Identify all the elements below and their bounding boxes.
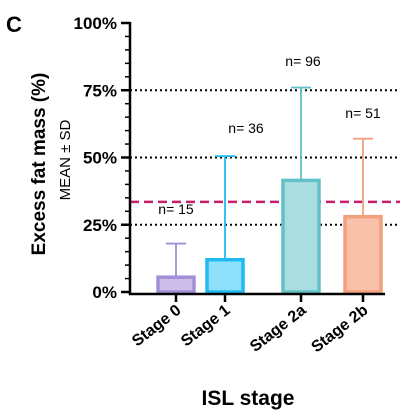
n-label: n= 51 bbox=[345, 105, 381, 121]
x-axis-label: ISL stage bbox=[202, 387, 295, 410]
y-tick-label: 25% bbox=[83, 216, 117, 235]
bar bbox=[205, 257, 245, 294]
bars bbox=[156, 178, 383, 294]
panel-label: C bbox=[6, 12, 22, 37]
n-label: n= 96 bbox=[285, 53, 321, 69]
y-axis-label: Excess fat mass (%) bbox=[29, 73, 50, 256]
x-tick-label: Stage 0 bbox=[129, 302, 184, 350]
y-tick-label: 0% bbox=[92, 283, 117, 302]
y-tick-label: 100% bbox=[74, 14, 117, 33]
x-tick-label: Stage 2b bbox=[308, 302, 371, 357]
bar bbox=[281, 178, 321, 294]
n-labels: n= 15 n= 36 n= 96 n= 51 bbox=[158, 53, 381, 217]
x-tick-label: Stage 2a bbox=[247, 302, 309, 356]
n-label: n= 15 bbox=[158, 201, 194, 217]
n-label: n= 36 bbox=[228, 120, 264, 136]
y-tick-label: 50% bbox=[83, 149, 117, 168]
bar bbox=[156, 275, 196, 294]
y-axis-ticks: 0% 25% 50% 75% 100% bbox=[74, 14, 130, 302]
bar bbox=[343, 214, 383, 294]
x-tick-label: Stage 1 bbox=[178, 302, 233, 350]
y-tick-label: 75% bbox=[83, 81, 117, 100]
y-axis-sublabel: MEAN ± SD bbox=[57, 119, 74, 200]
error-bars bbox=[166, 86, 373, 278]
